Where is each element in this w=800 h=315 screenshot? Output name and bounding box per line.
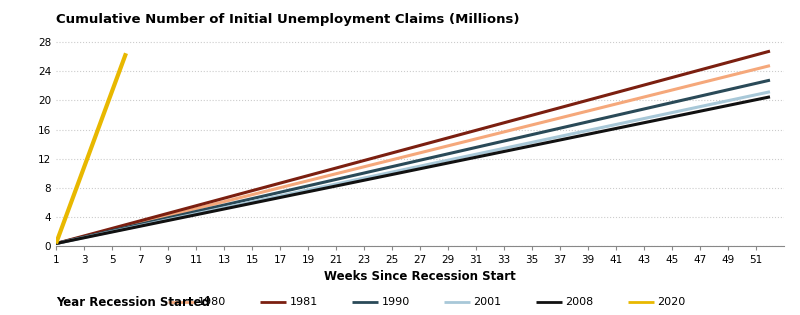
Text: 2020: 2020: [658, 297, 686, 307]
X-axis label: Weeks Since Recession Start: Weeks Since Recession Start: [324, 270, 516, 283]
Text: Cumulative Number of Initial Unemployment Claims (Millions): Cumulative Number of Initial Unemploymen…: [56, 13, 519, 26]
Text: 1980: 1980: [198, 297, 226, 307]
Text: 2008: 2008: [566, 297, 594, 307]
Text: 1981: 1981: [290, 297, 318, 307]
Text: 2001: 2001: [474, 297, 502, 307]
Text: 1990: 1990: [382, 297, 410, 307]
Text: Year Recession Started: Year Recession Started: [56, 296, 210, 309]
